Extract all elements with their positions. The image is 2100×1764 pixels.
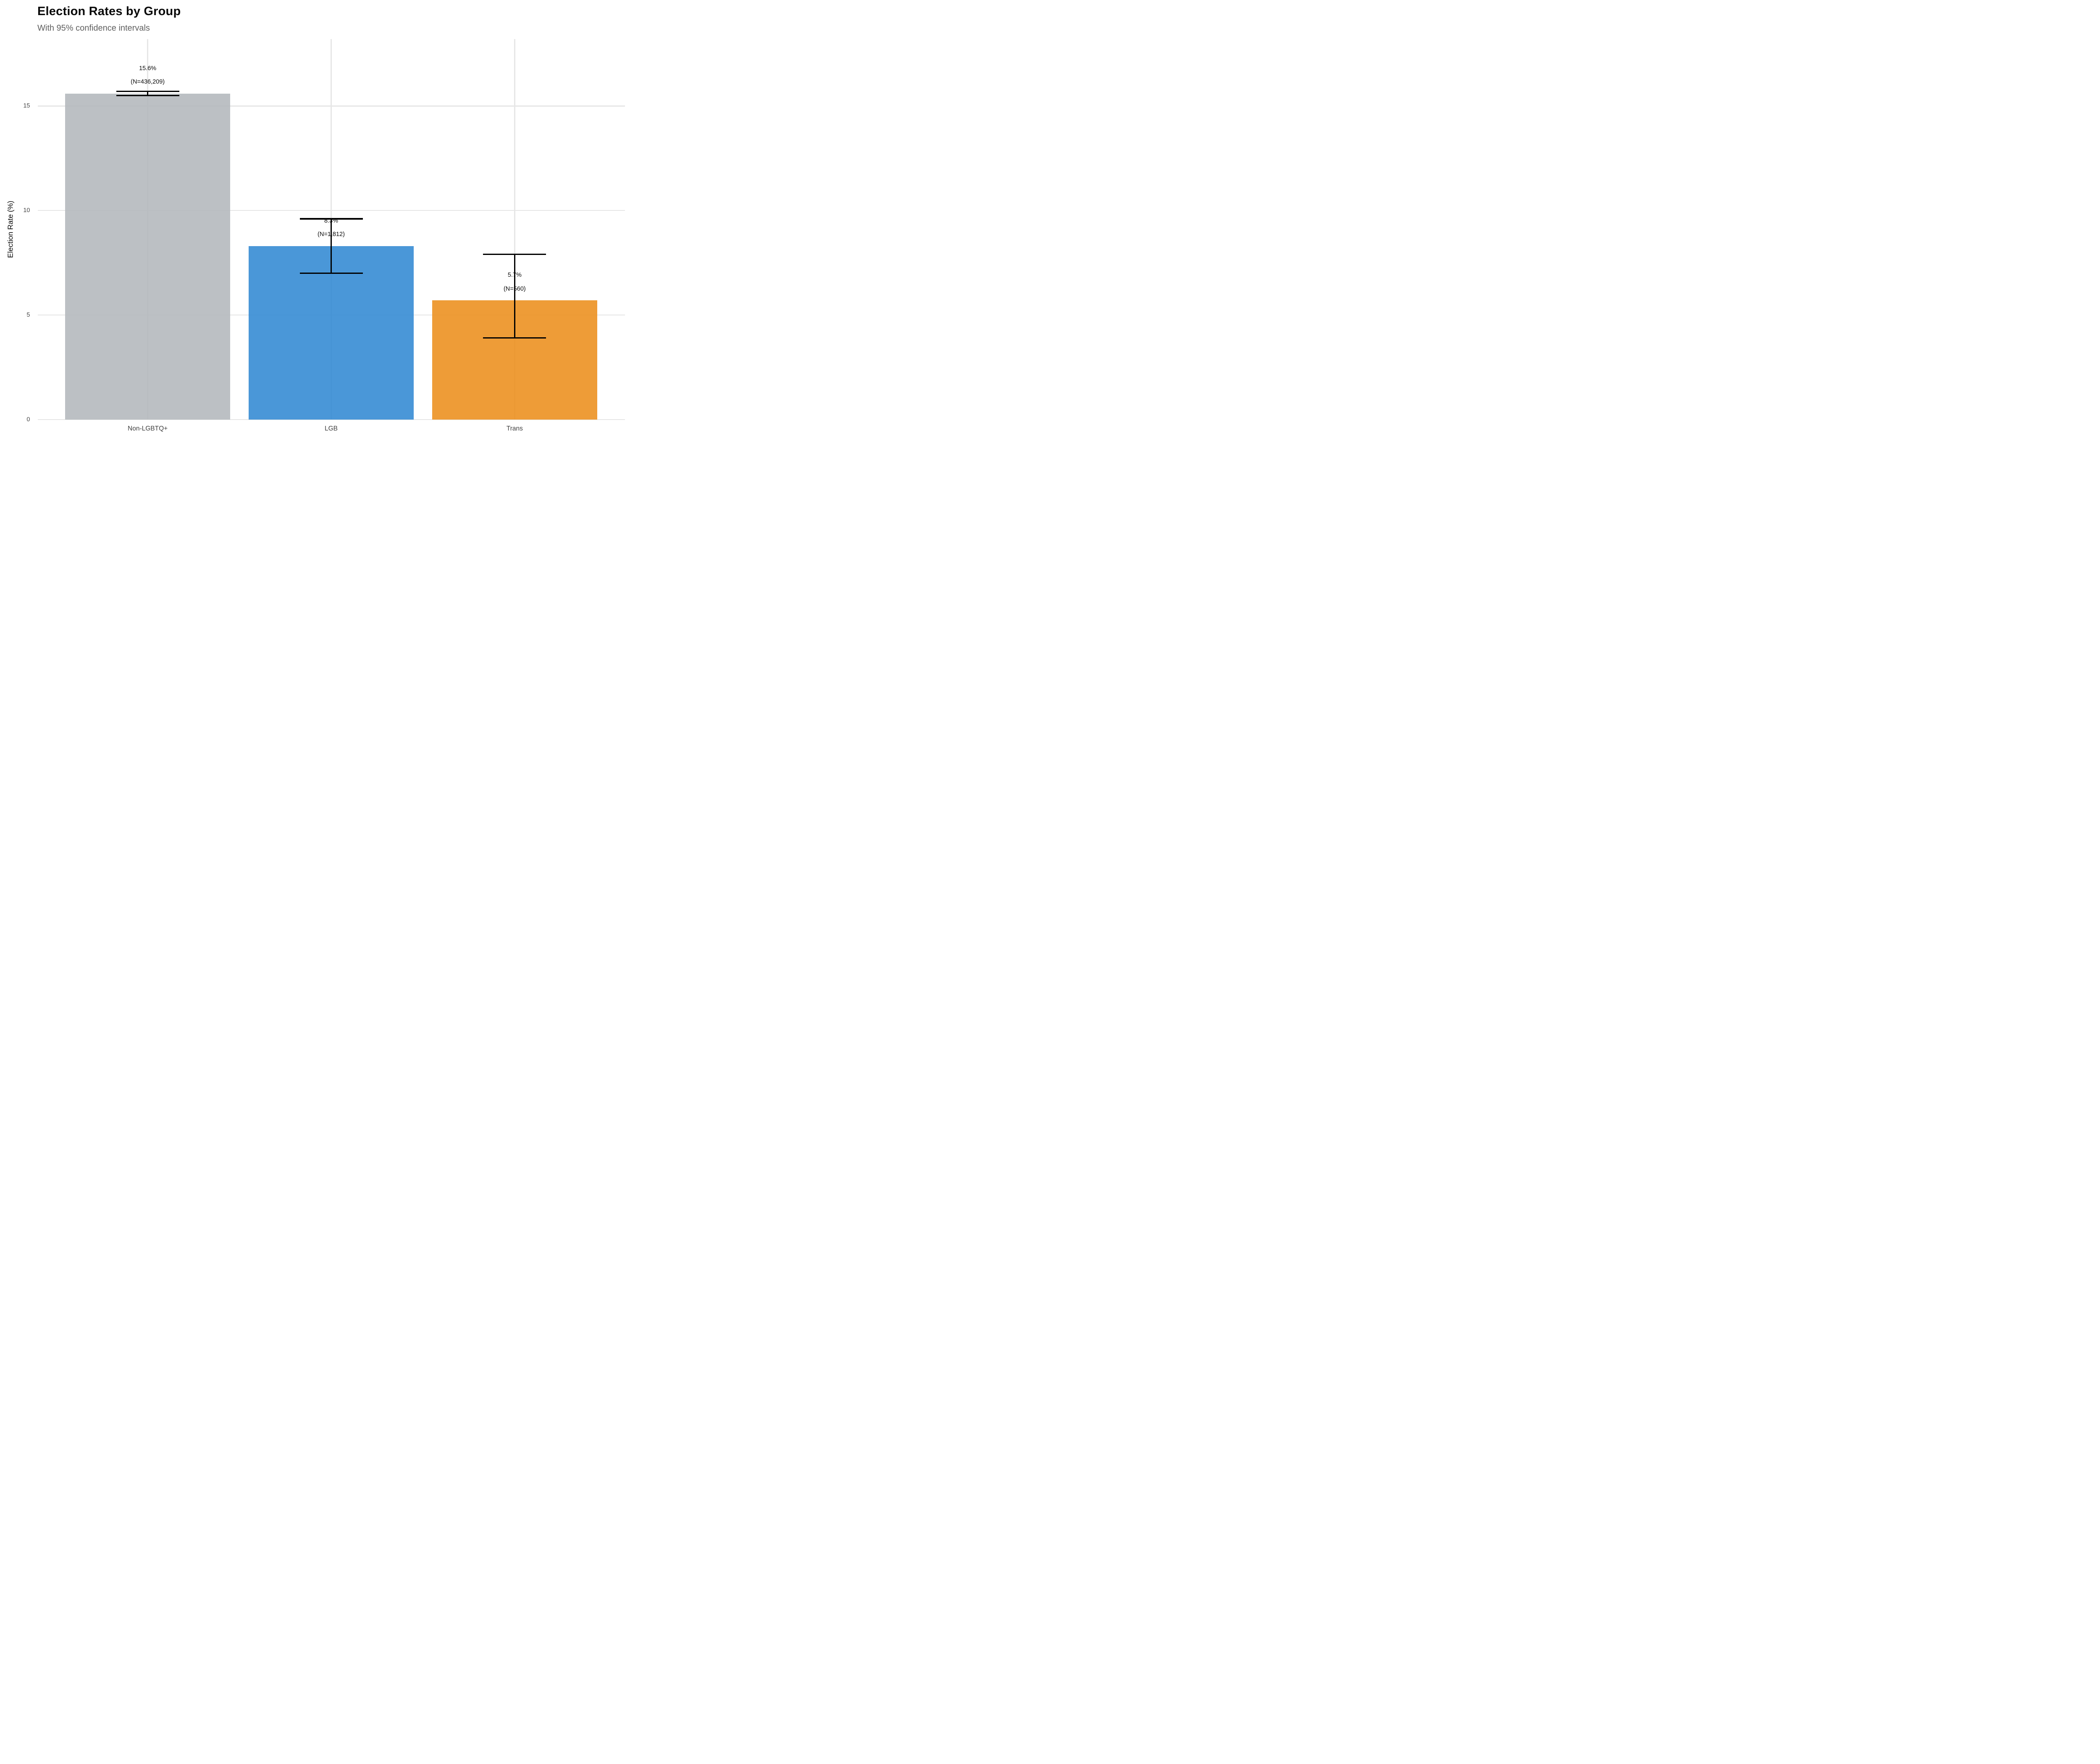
error-bar-cap-upper-non-lgbtq bbox=[116, 90, 179, 92]
n-label-trans: (N=560) bbox=[503, 285, 526, 292]
chart-subtitle: With 95% confidence intervals bbox=[37, 24, 150, 33]
value-label-trans: 5.7% bbox=[507, 272, 522, 279]
bar-non-lgbtq bbox=[65, 93, 231, 420]
error-bar-cap-lower-trans bbox=[483, 337, 546, 339]
error-bar-cap-lower-non-lgbtq bbox=[116, 94, 179, 97]
h-gridline bbox=[37, 419, 625, 420]
x-tick-label-non-lgbtq: Non-LGBTQ+ bbox=[128, 425, 168, 432]
chart-title: Election Rates by Group bbox=[37, 5, 181, 18]
y-tick-label: 5 bbox=[26, 311, 30, 318]
v-gridline bbox=[514, 39, 515, 420]
error-bar-stem-lgb bbox=[330, 219, 332, 273]
x-tick-label-trans: Trans bbox=[506, 425, 523, 432]
y-tick-label: 10 bbox=[23, 207, 30, 214]
n-label-lgb: (N=1,812) bbox=[318, 231, 345, 238]
error-bar-stem-non-lgbtq bbox=[147, 91, 149, 96]
error-bar-cap-upper-trans bbox=[483, 253, 546, 255]
value-label-non-lgbtq: 15.6% bbox=[139, 65, 157, 72]
error-bar-stem-trans bbox=[514, 254, 516, 338]
error-bar-cap-lower-lgb bbox=[299, 272, 363, 274]
x-tick-label-lgb: LGB bbox=[324, 425, 338, 432]
chart-canvas: Election Rates by Group With 95% confide… bbox=[0, 0, 630, 441]
value-label-lgb: 8.3% bbox=[324, 218, 339, 225]
bar-lgb bbox=[248, 246, 414, 420]
y-tick-label: 0 bbox=[26, 416, 30, 423]
error-bar-cap-upper-lgb bbox=[299, 218, 363, 220]
y-tick-label: 15 bbox=[23, 102, 30, 110]
n-label-non-lgbtq: (N=436,209) bbox=[131, 79, 165, 86]
